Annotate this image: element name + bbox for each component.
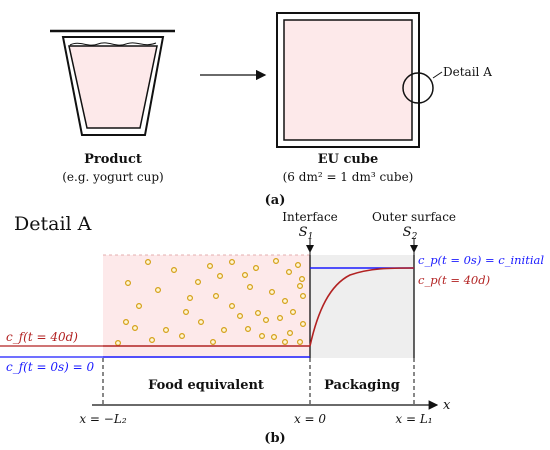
x-axis-label: x [443, 398, 451, 413]
cf-initial-label: c_f(t = 0s) = 0 [6, 360, 95, 374]
particle-dot [253, 265, 260, 272]
particle-dot [195, 279, 202, 286]
cube-title: EU cube [318, 152, 379, 167]
particle-dot [207, 263, 214, 270]
particle-dot [229, 303, 236, 310]
detail-a-title: Detail A [14, 213, 92, 235]
food-equivalent-label: Food equivalent [148, 378, 264, 393]
particle-dot [163, 327, 170, 334]
particle-dot [297, 339, 304, 346]
particle-dot [229, 259, 236, 266]
particle-dot [179, 333, 186, 340]
particle-dot [155, 287, 162, 294]
particle-dot [124, 280, 131, 287]
outer-surface-label: Outer surface [372, 210, 456, 224]
particle-dot [282, 298, 289, 305]
cube-subtitle: (6 dm² = 1 dm³ cube) [283, 170, 414, 184]
product-title: Product [84, 152, 142, 167]
eu-cube-icon [276, 12, 420, 148]
detail-a-circle [402, 72, 434, 104]
panel-b: Detail A Interface S1 Outer surface S2 [0, 210, 544, 446]
packaging-region [310, 255, 414, 358]
particle-dot [210, 339, 217, 346]
particle-dot [149, 337, 156, 344]
particle-dot [242, 272, 249, 279]
particle-dot [237, 313, 244, 320]
detail-a-label: Detail A [443, 65, 492, 79]
particle-dot [145, 259, 152, 266]
s2-label: S2 [403, 225, 418, 242]
particle-dot [171, 267, 178, 274]
particle-dot [183, 309, 190, 316]
particle-dot [198, 319, 205, 326]
particle-dot [132, 325, 139, 332]
particle-dot [263, 317, 270, 324]
particle-dot [286, 269, 293, 276]
particle-dot [221, 327, 228, 334]
particle-dot [114, 340, 121, 347]
particle-dot [255, 310, 262, 317]
particle-dot [269, 289, 276, 296]
particle-dot [282, 339, 289, 346]
particle-dot [290, 309, 297, 316]
particle-dot [187, 295, 194, 302]
particle-dot [217, 273, 224, 280]
particle-dot [245, 326, 252, 333]
s1-sub: 1 [308, 232, 314, 242]
x-left-tick-label: x = −L₂ [79, 412, 126, 426]
interface-label: Interface [282, 210, 338, 224]
detail-a-leader [432, 71, 443, 79]
particle-dot [299, 276, 306, 283]
particle-dot [277, 315, 284, 322]
particle-dot [122, 319, 129, 326]
food-region [103, 255, 310, 358]
particle-dot [300, 293, 307, 300]
cp-final-label: c_p(t = 40d) [418, 273, 490, 287]
migrant-particles [114, 258, 307, 347]
cp-final-curve [309, 267, 415, 347]
particle-dot [136, 303, 143, 310]
product-subtitle: (e.g. yogurt cup) [62, 170, 164, 184]
particle-dot [273, 258, 280, 265]
particle-dot [247, 284, 254, 291]
panel-a-label: (a) [265, 193, 286, 208]
particle-dot [287, 330, 294, 337]
particle-dot [259, 333, 266, 340]
particle-dot [213, 293, 220, 300]
particle-dot [297, 283, 304, 290]
cp-initial-label: c_p(t = 0s) = c_initial [418, 253, 544, 267]
panel-b-label: (b) [264, 431, 285, 446]
particle-dot [300, 321, 307, 328]
x-right-tick-label: x = L₁ [395, 412, 432, 426]
cf-final-label: c_f(t = 40d) [6, 330, 78, 344]
s1-label: S1 [299, 225, 314, 242]
particle-dot [271, 334, 278, 341]
yogurt-cup-icon [50, 29, 175, 136]
packaging-label: Packaging [324, 378, 400, 393]
x-mid-tick-label: x = 0 [294, 412, 326, 426]
s2-sub: 2 [411, 232, 418, 242]
particle-dot [295, 262, 302, 269]
panel-a: Product (e.g. yogurt cup) Detail A EU cu… [50, 12, 492, 208]
